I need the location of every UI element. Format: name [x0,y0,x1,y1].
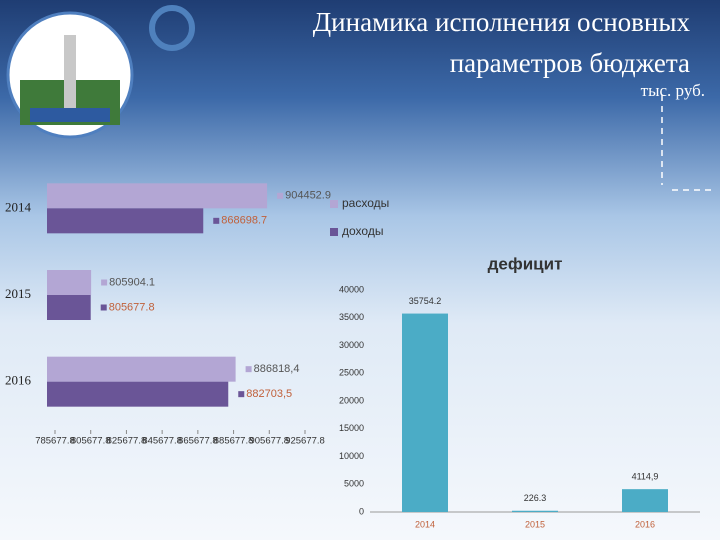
label-key [238,391,245,398]
legend-key [330,200,338,208]
x-tick-label: 865677.8 [178,436,218,447]
label-key [101,279,108,286]
x-tick-label: 805677.8 [71,436,111,447]
bar [47,381,229,407]
chart-title: дефицит [488,254,563,273]
bar [402,313,448,512]
x-tick-label: 885677.8 [214,436,254,447]
bar [512,510,558,512]
label-key [245,366,252,373]
y-tick-label: 5000 [344,479,364,489]
bar [47,270,92,295]
data-label: 886818,4 [254,363,300,375]
y-tick-label: 0 [359,506,364,516]
data-label: 868698.7 [221,215,267,227]
data-label: 4114,9 [632,472,659,482]
legend-label: доходы [342,224,383,238]
x-tick-label: 2016 [635,519,655,529]
bar [47,183,268,209]
decor-ring [149,5,195,51]
logo-monument [64,35,76,115]
label-key [100,304,107,311]
x-tick-label: 785677.8 [35,436,75,447]
y-tick-label: 10000 [339,451,364,461]
data-label: 904452.9 [285,190,331,202]
legend-key [330,228,338,236]
data-label: 35754.2 [409,296,442,306]
title: Динамика исполнения основных [313,7,691,37]
label-key [213,217,220,224]
x-tick-label: 2015 [525,519,545,529]
data-label: 805677.8 [109,301,155,313]
legend-label: расходы [342,196,389,210]
y-tick-label: 35000 [339,312,364,322]
label-key [277,192,284,199]
unit: тыс. руб. [641,81,705,100]
decor-dashes [661,95,715,191]
data-label: 226.3 [524,493,547,503]
x-tick-label: 825677.8 [107,436,147,447]
y-tick-label: 15000 [339,423,364,433]
x-tick-label: 845677.8 [142,436,182,447]
y-tick-label: 30000 [339,340,364,350]
x-tick-label: 925677.8 [285,436,325,447]
y-tick-label: 2016 [5,373,32,388]
bar [622,489,668,512]
y-tick-label: 2014 [5,199,32,214]
data-label: 805904.1 [109,276,155,288]
y-tick-label: 40000 [339,284,364,294]
bar [47,295,91,320]
bar [47,208,204,234]
x-tick-label: 905677.8 [249,436,289,447]
title: параметров бюджета [450,48,690,78]
y-tick-label: 20000 [339,395,364,405]
x-tick-label: 2014 [415,519,435,529]
y-tick-label: 2015 [5,286,31,301]
logo-banner [30,108,110,122]
bar [47,356,236,382]
y-tick-label: 25000 [339,368,364,378]
data-label: 882703,5 [246,388,292,400]
